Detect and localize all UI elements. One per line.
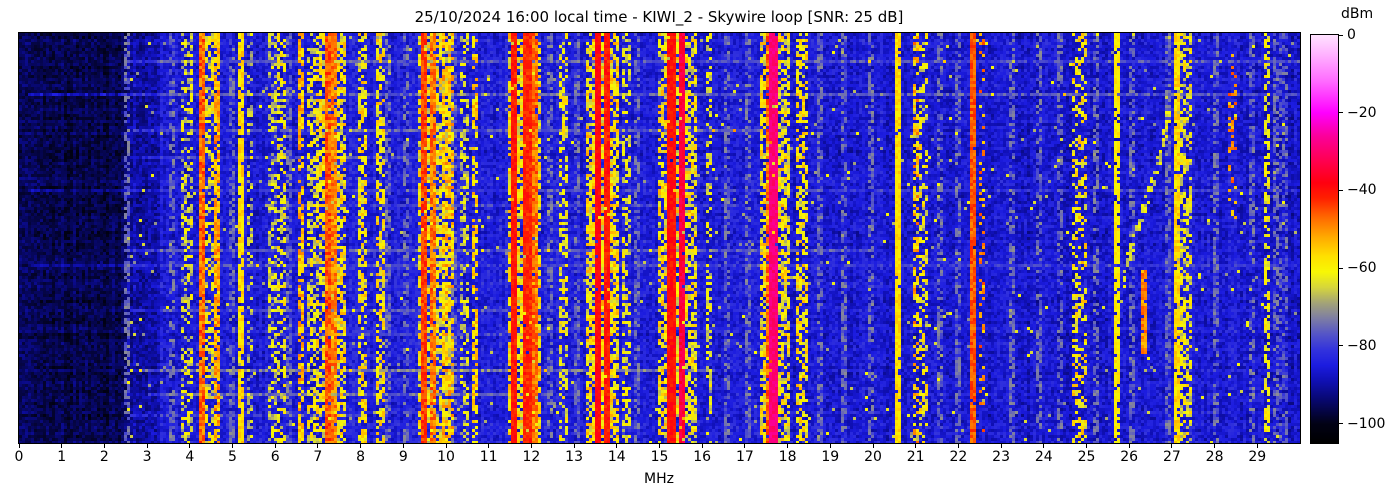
- x-tick-label: 6: [270, 449, 280, 465]
- x-tick-label: 10: [437, 449, 455, 465]
- x-tick-label: 27: [1162, 449, 1181, 465]
- x-axis: 0 1 2 3 4 5 6 7 8 9 10 11 12 13 14 15 16 17 18 19 20 21 22 23 24…: [15, 443, 1300, 475]
- x-tick-label: 8: [356, 449, 366, 465]
- colorbar-tick-label: −80: [1347, 337, 1377, 354]
- colorbar-tick-label: 0: [1347, 27, 1356, 43]
- x-tick-mark: [744, 444, 746, 448]
- x-tick-label: 19: [821, 449, 840, 465]
- colorbar-tick-label: −40: [1347, 182, 1377, 199]
- x-tick-mark: [274, 444, 276, 448]
- x-tick-label: 23: [992, 449, 1011, 465]
- x-tick-label: 16: [693, 449, 712, 465]
- figure-title: 25/10/2024 16:00 local time - KIWI_2 - S…: [414, 8, 904, 26]
- x-tick-mark: [232, 444, 233, 448]
- x-tick-label: 26: [1120, 449, 1139, 465]
- x-tick-label: 15: [650, 449, 669, 465]
- x-tick-mark: [957, 444, 959, 448]
- x-tick-label: 14: [607, 449, 626, 465]
- x-tick-mark: [445, 444, 447, 448]
- x-tick-mark: [573, 444, 575, 448]
- x-tick-mark: [1256, 444, 1258, 448]
- colorbar-tick-mark: [1339, 423, 1343, 425]
- x-tick-label: 29: [1248, 449, 1267, 465]
- x-tick-mark: [61, 444, 63, 448]
- spectrogram-canvas: [19, 33, 1300, 443]
- x-tick-mark: [189, 444, 191, 448]
- x-tick-label: 25: [1077, 449, 1096, 465]
- x-tick-mark: [1000, 444, 1002, 448]
- colorbar-tick-label: −100: [1347, 415, 1386, 432]
- x-tick-mark: [915, 444, 917, 448]
- x-tick-label: 3: [142, 449, 152, 465]
- x-tick-mark: [1128, 444, 1130, 448]
- colorbar-tick-mark: [1339, 267, 1343, 269]
- x-tick-mark: [1214, 444, 1216, 448]
- x-tick-label: 7: [313, 449, 323, 465]
- colorbar-tick-mark: [1339, 345, 1343, 347]
- x-tick-mark: [317, 444, 319, 448]
- x-tick-label: 18: [778, 449, 797, 465]
- spectrogram-plot: [18, 32, 1301, 444]
- x-tick-label: 0: [14, 449, 24, 465]
- x-tick-mark: [360, 444, 362, 448]
- x-tick-mark: [103, 444, 105, 448]
- x-tick-label: 12: [522, 449, 541, 465]
- x-tick-label: 1: [57, 449, 67, 465]
- x-tick-label: 4: [185, 449, 195, 465]
- x-tick-label: 17: [735, 449, 754, 465]
- colorbar-tick-label: −60: [1347, 260, 1377, 277]
- x-tick-mark: [146, 444, 148, 448]
- x-tick-mark: [872, 444, 874, 448]
- x-tick-mark: [1086, 444, 1087, 448]
- colorbar-tick-mark: [1339, 112, 1343, 114]
- x-tick-mark: [402, 444, 404, 448]
- colorbar: [1310, 34, 1339, 444]
- x-tick-mark: [530, 444, 532, 448]
- x-tick-label: 5: [228, 449, 237, 465]
- x-tick-label: 11: [479, 449, 498, 465]
- x-tick-label: 13: [565, 449, 584, 465]
- x-tick-label: 2: [99, 449, 109, 465]
- x-tick-mark: [787, 444, 789, 448]
- x-tick-label: 28: [1205, 449, 1224, 465]
- x-tick-mark: [1171, 444, 1173, 448]
- x-tick-label: 21: [906, 449, 925, 465]
- x-tick-mark: [829, 444, 831, 448]
- x-tick-mark: [659, 444, 660, 448]
- x-tick-label: 24: [1034, 449, 1053, 465]
- x-tick-mark: [18, 444, 20, 448]
- x-tick-mark: [488, 444, 490, 448]
- x-tick-label: 22: [949, 449, 968, 465]
- x-tick-mark: [1043, 444, 1045, 448]
- colorbar-ticks: 0 −20 −40 −60 −80 −100: [1339, 27, 1399, 443]
- colorbar-label: dBm: [1341, 6, 1374, 22]
- colorbar-tick-label: −20: [1347, 104, 1377, 121]
- colorbar-tick-mark: [1339, 34, 1343, 36]
- colorbar-tick-mark: [1339, 189, 1343, 191]
- x-axis-label: MHz: [644, 471, 674, 487]
- x-tick-label: 9: [398, 449, 408, 465]
- x-tick-mark: [701, 444, 703, 448]
- x-tick-label: 20: [864, 449, 882, 465]
- colorbar-canvas: [1311, 35, 1338, 443]
- x-tick-mark: [616, 444, 618, 448]
